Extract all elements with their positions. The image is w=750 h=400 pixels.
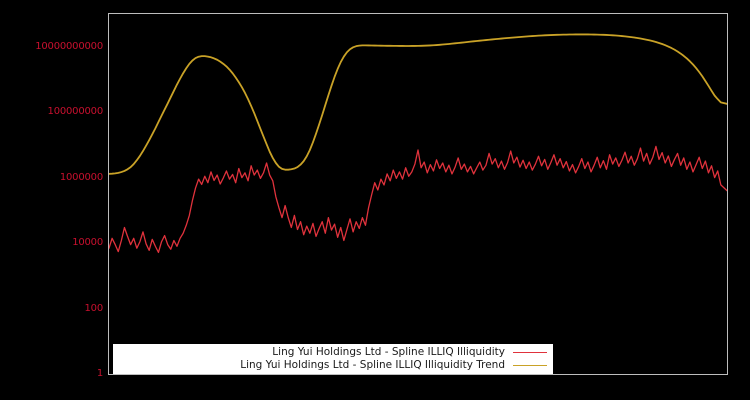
legend-item-illiquidity[interactable]: Ling Yui Holdings Ltd - Spline ILLIQ Ill…: [113, 346, 553, 359]
trend-line-series: [109, 33, 727, 175]
legend-swatch-illiquidity: [513, 352, 547, 353]
legend-item-illiquidity-trend[interactable]: Ling Yui Holdings Ltd - Spline ILLIQ Ill…: [113, 359, 553, 372]
y-tick-label-1: 100: [84, 302, 104, 314]
chart-legend: Ling Yui Holdings Ltd - Spline ILLIQ Ill…: [113, 344, 553, 374]
y-tick-label-5: 10000000000: [35, 40, 103, 52]
legend-label-illiquidity-trend: Ling Yui Holdings Ltd - Spline ILLIQ Ill…: [240, 359, 505, 371]
illiquidity-line-series: [109, 145, 727, 254]
chart-canvas: [109, 33, 727, 254]
y-tick-label-3: 1000000: [59, 171, 103, 183]
y-axis-tick-labels: 1 100 10000 1000000 100000000 10000000000: [0, 0, 103, 400]
y-tick-label-0: 1: [96, 368, 103, 379]
legend-label-illiquidity: Ling Yui Holdings Ltd - Spline ILLIQ Ill…: [272, 346, 505, 358]
y-tick-label-4: 100000000: [47, 106, 104, 118]
plot-area: [108, 13, 728, 375]
legend-swatch-illiquidity-trend: [513, 365, 547, 366]
y-tick-label-2: 10000: [72, 237, 103, 249]
